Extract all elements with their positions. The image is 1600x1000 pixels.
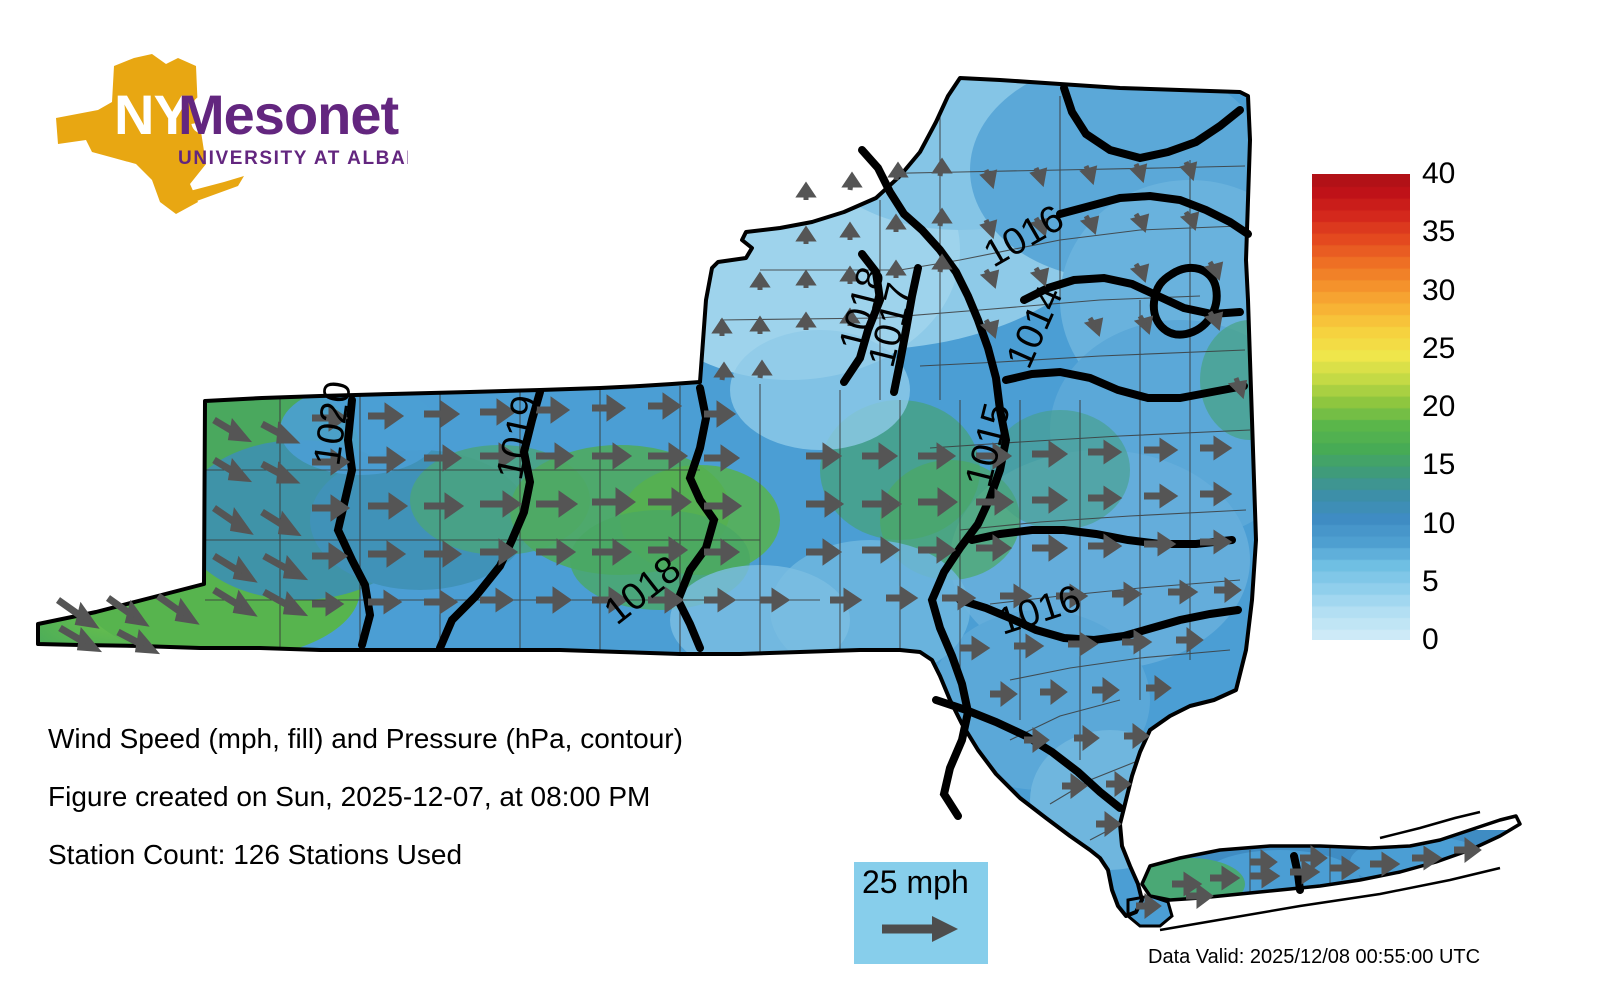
logo-word-nys: NYS: [114, 83, 226, 146]
colorbar-tick-10: 10: [1422, 506, 1456, 540]
colorbar-tick-30: 30: [1422, 273, 1456, 307]
contour-1014: [1020, 273, 1244, 319]
caption-created: Figure created on Sun, 2025-12-07, at 08…: [48, 781, 651, 812]
ny-state-logo-shape: [56, 54, 206, 214]
nys-mesonet-logo: NYS Mesonet UNIVERSITY AT ALBANY: [48, 52, 408, 222]
contour-1016-mid: [1056, 191, 1252, 238]
colorbar-gradient: [1312, 174, 1410, 640]
caption-station-count: Station Count: 126 Stations Used: [48, 839, 463, 870]
colorbar-tick-5: 5: [1422, 564, 1439, 598]
contour-1018-north: [840, 250, 885, 386]
caption-title: Wind Speed (mph, fill) and Pressure (hPa…: [48, 723, 683, 754]
contour-lower-1: [968, 526, 1236, 548]
staten-island-outline: [1126, 894, 1174, 928]
colorbar-tick-15: 15: [1422, 448, 1456, 482]
contour-1016-north: [1060, 84, 1244, 163]
wind-legend-arrow-icon: [882, 916, 958, 942]
north-fork-shoreline: [1379, 810, 1481, 840]
contour-1017: [890, 264, 922, 396]
colorbar-tick-20: 20: [1422, 390, 1456, 423]
contour-1016-south: [956, 596, 1242, 645]
contour-upper-left: [858, 146, 1011, 820]
colorbar-tick-40: 40: [1422, 157, 1456, 190]
logo-word-mesonet: Mesonet: [178, 83, 398, 146]
contour-1019: [436, 388, 544, 652]
wind-legend-label: 25 mph: [862, 864, 969, 900]
colorbar-tick-0: 0: [1422, 623, 1439, 656]
colorbar-tick-25: 25: [1422, 331, 1456, 365]
contour-1018-south: [673, 384, 719, 652]
contour-1015-east: [1002, 367, 1248, 402]
data-valid-timestamp: Data Valid: 2025/12/08 00:55:00 UTC: [1148, 946, 1481, 968]
coastline: [1159, 866, 1501, 932]
wind-speed-colorbar: 40 35 30 25 20 15 10 5 0: [1312, 157, 1455, 656]
logo-subtitle: UNIVERSITY AT ALBANY: [178, 148, 408, 169]
colorbar-tick-35: 35: [1422, 215, 1456, 249]
wind-arrows: [55, 157, 1482, 919]
logo-long-island-shape: [186, 176, 244, 202]
ny-state-outline: [36, 76, 1258, 918]
wind-vector-legend: 25 mph: [854, 862, 988, 964]
contour-closed-high: [1149, 263, 1221, 339]
